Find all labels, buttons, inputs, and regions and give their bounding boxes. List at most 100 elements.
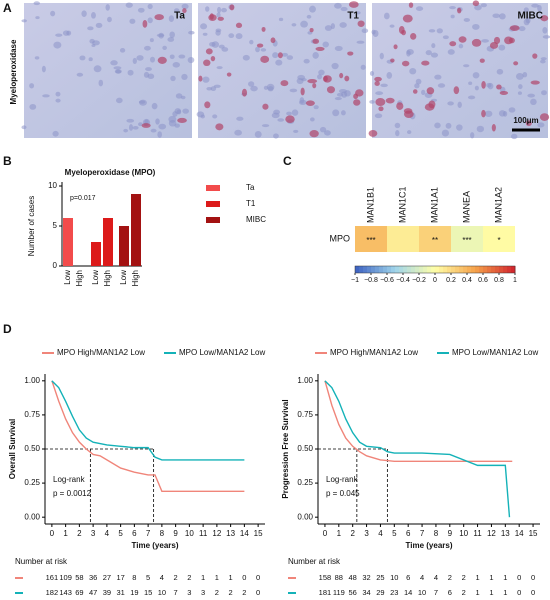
p-value: p = 0.0012 xyxy=(53,489,92,498)
nucleus xyxy=(132,57,137,64)
colorbar-step xyxy=(447,266,452,273)
risk-count: 2 xyxy=(187,573,191,582)
colorbar-step xyxy=(487,266,492,273)
risk-count: 58 xyxy=(75,573,83,582)
risk-count: 0 xyxy=(517,588,521,597)
nucleus xyxy=(409,67,417,75)
nucleus xyxy=(170,75,176,82)
panel-label: C xyxy=(283,154,292,168)
survival-curve xyxy=(51,380,245,492)
x-axis-label: Time (years) xyxy=(132,541,179,550)
y-tick-label: 0.50 xyxy=(24,444,40,453)
nucleus xyxy=(436,28,443,34)
nucleus xyxy=(441,129,450,137)
nucleus xyxy=(309,5,316,13)
stained-cell xyxy=(322,75,332,83)
nucleus xyxy=(523,18,530,26)
nucleus xyxy=(281,52,288,57)
nucleus xyxy=(261,124,270,128)
x-axis-label: Time (years) xyxy=(406,541,453,550)
colorbar-step xyxy=(511,266,516,273)
nucleus xyxy=(212,114,218,119)
nucleus xyxy=(147,3,153,10)
nucleus xyxy=(169,31,175,39)
nucleus xyxy=(205,6,210,12)
stained-cell xyxy=(403,108,413,114)
nucleus xyxy=(522,72,528,78)
colorbar-step xyxy=(439,266,444,273)
risk-count: 19 xyxy=(130,588,138,597)
column-label: MAN1A2 xyxy=(493,187,503,223)
legend-label: MPO High/MAN1A2 Low xyxy=(330,348,418,357)
stained-cell xyxy=(426,87,435,95)
nucleus xyxy=(234,129,242,136)
nucleus xyxy=(498,44,506,51)
nucleus xyxy=(334,97,342,101)
risk-count: 0 xyxy=(256,588,260,597)
stained-cell xyxy=(481,109,486,118)
nucleus xyxy=(450,14,455,19)
risk-count: 0 xyxy=(242,573,246,582)
nucleus xyxy=(55,33,63,37)
significance: *** xyxy=(366,236,375,245)
risk-count: 31 xyxy=(116,588,124,597)
stained-cell xyxy=(226,72,232,77)
nucleus xyxy=(200,23,208,30)
risk-count: 1 xyxy=(503,588,507,597)
stained-cell xyxy=(355,89,364,97)
nucleus xyxy=(415,78,422,85)
stained-cell xyxy=(530,80,540,85)
nucleus xyxy=(369,100,375,104)
nucleus xyxy=(414,83,420,89)
x-tick-label: 6 xyxy=(132,529,137,538)
colorbar-step xyxy=(479,266,484,273)
nucleus xyxy=(442,35,449,40)
nucleus xyxy=(162,45,167,50)
nucleus xyxy=(123,128,129,133)
risk-count: 34 xyxy=(362,588,370,597)
risk-count: 88 xyxy=(335,573,343,582)
x-tick-label: Low xyxy=(91,270,100,285)
risk-count: 3 xyxy=(187,588,191,597)
risk-count: 143 xyxy=(59,588,72,597)
risk-count: 0 xyxy=(256,573,260,582)
nucleus xyxy=(273,133,279,139)
stained-cell xyxy=(458,36,467,43)
stained-cell xyxy=(540,15,549,22)
nucleus xyxy=(29,83,35,89)
nucleus xyxy=(517,91,522,95)
nucleus xyxy=(155,118,160,125)
nucleus xyxy=(476,125,485,133)
colorbar-step xyxy=(427,266,432,273)
nucleus xyxy=(447,101,454,106)
colorbar-step xyxy=(507,266,512,273)
colorbar-step xyxy=(367,266,372,273)
x-tick-label: High xyxy=(131,270,140,286)
nucleus xyxy=(181,3,189,10)
stained-cell xyxy=(215,123,224,131)
image-ta xyxy=(24,3,192,138)
nucleus xyxy=(431,43,436,49)
nucleus xyxy=(542,27,548,34)
x-tick-label: 6 xyxy=(406,529,411,538)
stained-cell xyxy=(270,37,276,44)
nucleus xyxy=(216,12,221,18)
nucleus xyxy=(537,122,545,128)
stained-cell xyxy=(499,90,509,95)
nucleus xyxy=(336,92,344,97)
stained-cell xyxy=(182,8,187,14)
nucleus xyxy=(188,30,195,35)
colorbar-step xyxy=(475,266,480,273)
stained-cell xyxy=(509,25,520,31)
image-label: T1 xyxy=(347,11,359,22)
risk-count: 17 xyxy=(116,573,124,582)
nucleus xyxy=(137,7,145,13)
risk-count: 10 xyxy=(158,588,166,597)
x-tick-label: 0 xyxy=(323,529,328,538)
nucleus xyxy=(463,64,470,68)
colorbar-tick-label: 0.8 xyxy=(494,277,504,284)
nucleus xyxy=(213,84,221,88)
colorbar-step xyxy=(399,266,404,273)
stained-cell xyxy=(204,101,211,109)
stained-cell xyxy=(198,75,203,82)
